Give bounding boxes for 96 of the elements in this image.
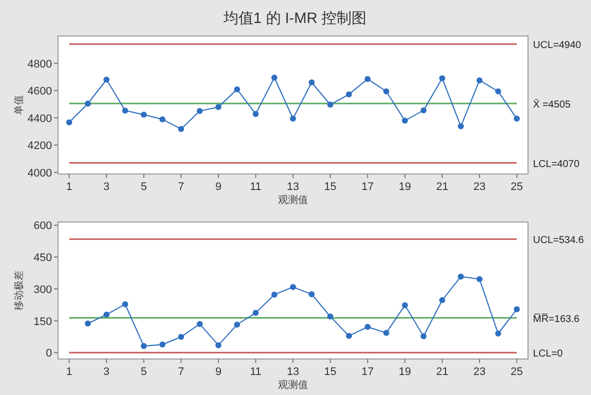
point <box>514 306 520 312</box>
y-tick-label: 4600 <box>28 86 52 98</box>
point <box>402 302 408 308</box>
y-axis-title: 移动极差 <box>13 270 25 310</box>
point <box>383 88 390 94</box>
x-tick-label: 19 <box>398 181 412 193</box>
point <box>103 312 110 318</box>
point <box>327 102 334 108</box>
x-tick-label: 1 <box>66 181 72 193</box>
point <box>439 297 446 304</box>
ref-line-label: UCL=4940 <box>533 40 582 52</box>
point <box>290 284 296 290</box>
point <box>234 322 240 328</box>
point <box>402 118 408 124</box>
x-tick-label: 21 <box>436 366 448 378</box>
x-tick-label: 21 <box>436 181 448 193</box>
chart-title: 均值1 的 I-MR 控制图 <box>222 10 367 27</box>
point <box>159 342 166 348</box>
point <box>271 74 278 81</box>
x-tick-label: 13 <box>286 181 300 193</box>
point <box>252 310 259 316</box>
ref-line-label: X̄ =4505 <box>533 98 571 110</box>
point <box>364 76 371 82</box>
ref-line-label: LCL=4070 <box>533 158 580 170</box>
point <box>196 320 203 327</box>
point <box>439 75 446 82</box>
y-tick-label: 0 <box>46 348 52 360</box>
y-tick-label: 4400 <box>28 112 52 125</box>
x-tick-label: 3 <box>103 366 110 378</box>
point <box>140 112 147 118</box>
x-tick-label: 7 <box>178 181 184 193</box>
point <box>103 76 110 83</box>
y-tick-label: 4800 <box>28 58 52 70</box>
point <box>122 108 128 114</box>
y-tick-label: 4200 <box>28 140 52 152</box>
point <box>84 320 91 327</box>
x-tick-label: 15 <box>324 181 336 193</box>
point <box>66 119 72 126</box>
point <box>346 332 352 339</box>
point <box>420 333 427 340</box>
point <box>514 116 520 122</box>
x-tick-label: 3 <box>103 181 110 193</box>
x-tick-label: 9 <box>215 366 222 378</box>
y-tick-label: 600 <box>34 220 52 232</box>
y-tick-label: 450 <box>34 252 52 264</box>
ref-line-label: UCL=534.6 <box>533 235 584 246</box>
x-axis-title: 观测值 <box>278 379 308 391</box>
x-tick-label: 19 <box>398 366 412 378</box>
point <box>196 108 203 114</box>
point <box>290 116 296 122</box>
point <box>364 324 371 330</box>
point <box>178 334 184 340</box>
point <box>308 79 315 86</box>
point <box>234 86 240 92</box>
ref-line-label: LCL=0 <box>533 348 564 360</box>
point <box>495 88 502 94</box>
point <box>346 91 352 98</box>
point <box>458 123 464 130</box>
point <box>476 77 483 84</box>
point <box>178 126 184 132</box>
x-tick-label: 11 <box>250 181 262 193</box>
x-tick-label: 7 <box>178 366 184 378</box>
point <box>458 274 464 280</box>
point <box>308 291 315 298</box>
x-tick-label: 25 <box>510 181 523 193</box>
x-tick-label: 11 <box>250 366 262 378</box>
y-tick-label: 300 <box>34 284 52 296</box>
point <box>215 104 222 110</box>
ref-line-label: M̅R̅=163.6 <box>533 312 580 325</box>
x-tick-label: 5 <box>140 181 147 193</box>
point <box>383 330 390 336</box>
x-tick-label: 15 <box>324 366 336 378</box>
x-tick-label: 17 <box>361 181 374 193</box>
x-tick-label: 23 <box>473 181 486 193</box>
point <box>495 330 502 337</box>
point <box>420 107 427 114</box>
point <box>140 343 147 350</box>
y-tick-label: 150 <box>34 316 52 328</box>
point <box>476 276 483 282</box>
x-tick-label: 9 <box>215 181 222 193</box>
point <box>122 301 128 308</box>
y-axis-title: 单值 <box>13 95 25 115</box>
point <box>159 116 166 122</box>
point <box>271 292 278 298</box>
point <box>84 100 91 107</box>
x-tick-label: 13 <box>286 366 300 378</box>
x-tick-label: 1 <box>66 366 72 378</box>
point <box>327 314 334 320</box>
y-tick-label: 4000 <box>28 167 52 180</box>
x-axis-title: 观测值 <box>278 194 308 206</box>
x-tick-label: 17 <box>361 366 374 378</box>
point <box>252 111 259 117</box>
x-tick-label: 5 <box>140 366 147 378</box>
point <box>215 342 222 348</box>
x-tick-label: 23 <box>473 366 486 378</box>
x-tick-label: 25 <box>510 366 523 378</box>
